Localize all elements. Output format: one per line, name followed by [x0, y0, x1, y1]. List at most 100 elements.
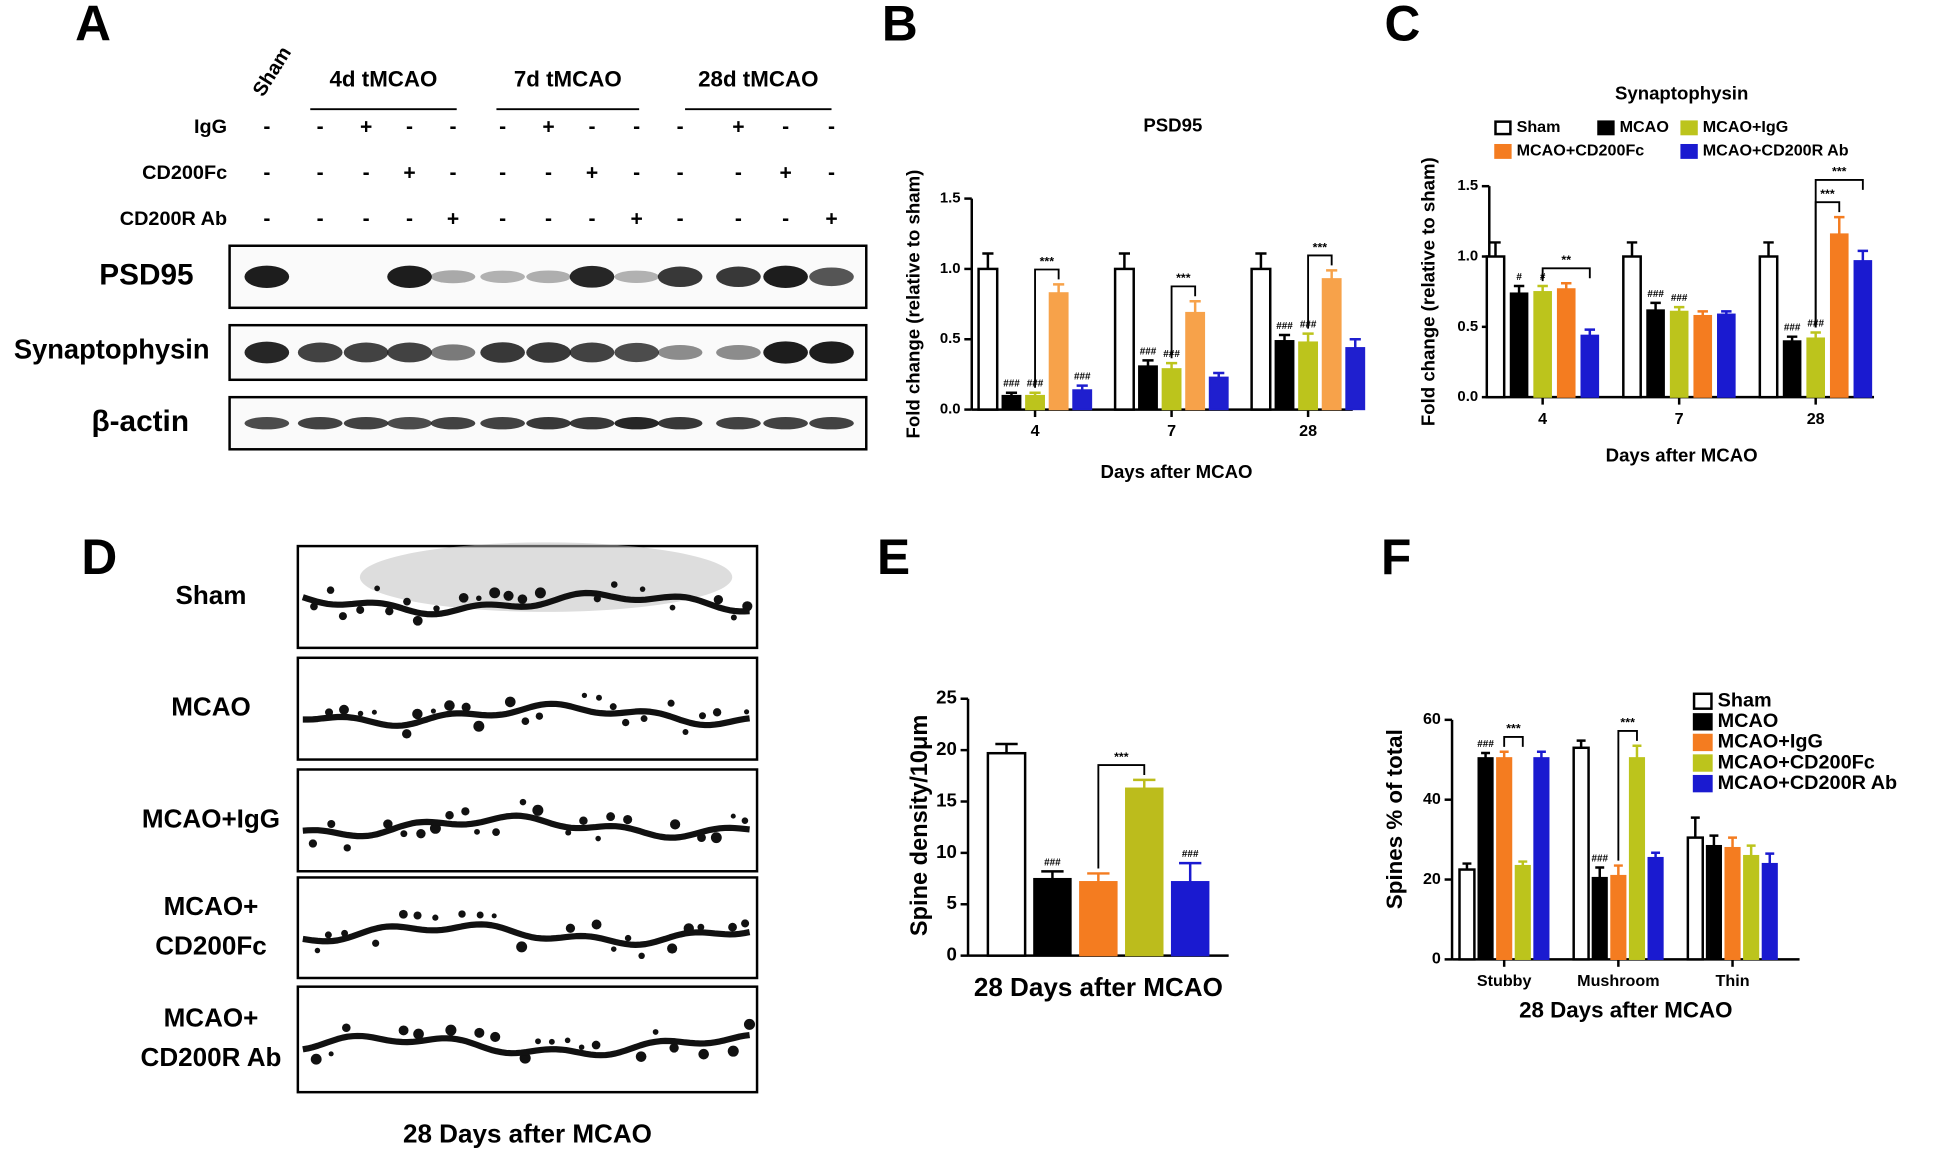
bar [1628, 757, 1646, 960]
blot-label: PSD95 [99, 259, 193, 292]
comparison-bracket [1170, 285, 1197, 359]
spine [461, 807, 470, 816]
blot-band [614, 417, 660, 430]
error-bar [1165, 361, 1178, 369]
blot-band [809, 267, 854, 287]
significance-label: ### [1003, 379, 1020, 390]
bar [1079, 881, 1118, 957]
spine [400, 830, 408, 838]
significance-label: # [1516, 272, 1522, 283]
spine [398, 909, 408, 919]
spine [445, 1024, 457, 1036]
bar [1485, 255, 1506, 399]
comparison-label: *** [1820, 187, 1835, 201]
bar [1610, 874, 1627, 960]
row-label: MCAO+IgG [142, 803, 280, 833]
legend-swatch [1494, 143, 1512, 159]
legend-label: MCAO+CD200R Ab [1718, 772, 1898, 794]
treatment-sign: + [447, 207, 459, 230]
error-bar [1133, 778, 1156, 789]
bar [1113, 267, 1135, 411]
spine [669, 604, 676, 611]
bar [1591, 876, 1608, 960]
blot-band [343, 342, 389, 363]
bar [1669, 310, 1689, 398]
bar [1717, 313, 1736, 398]
bar [1533, 291, 1552, 398]
spine [713, 594, 724, 605]
bar [1250, 267, 1272, 411]
blot-band [526, 342, 571, 363]
bar [1829, 233, 1849, 398]
spine [623, 814, 633, 825]
spine [327, 820, 336, 829]
treatment-sign: - [677, 207, 684, 230]
spine [372, 939, 380, 947]
comparison-bracket [1814, 178, 1864, 328]
treatment-sign: - [449, 115, 456, 138]
y-axis-label: Fold change (relative to sham) [1418, 157, 1439, 426]
y-tick-label: 0.5 [1457, 319, 1478, 335]
bar [1686, 836, 1704, 961]
blot-band [297, 417, 343, 430]
significance-label: ### [1276, 321, 1293, 332]
treatment-sign: - [317, 115, 324, 138]
treatment-sign: + [631, 207, 643, 230]
spine [743, 709, 750, 715]
legend-label: MCAO+CD200R Ab [1703, 142, 1849, 160]
error-bar [1499, 750, 1509, 758]
error-bar [1763, 241, 1774, 257]
bar [1001, 394, 1022, 411]
error-bar [1595, 866, 1605, 878]
treatment-label: IgG [194, 116, 227, 138]
error-bar [1189, 300, 1201, 313]
comparison-label: *** [1832, 165, 1847, 179]
error-bar [1302, 332, 1314, 343]
spine [413, 1028, 424, 1040]
treatment-sign: - [828, 115, 835, 138]
error-bar [1490, 241, 1501, 257]
spine [564, 1037, 571, 1044]
blot-band [387, 265, 432, 288]
spine [682, 729, 689, 735]
error-bar [995, 742, 1018, 754]
bar [1743, 854, 1760, 960]
treatment-sign: - [263, 161, 270, 184]
error-bar [1005, 391, 1018, 396]
error-bar [1536, 750, 1546, 758]
y-tick-label: 0.0 [1457, 389, 1478, 405]
spine [730, 813, 736, 819]
spine [667, 943, 678, 954]
legend-label: Sham [1718, 689, 1772, 711]
spine [521, 717, 530, 726]
blot-band [657, 266, 703, 288]
image-caption: 28 Days after MCAO [403, 1118, 652, 1148]
error-bar [982, 252, 994, 269]
y-tick-label: 20 [936, 738, 957, 759]
blot-band [763, 417, 808, 430]
y-tick-label: 5 [947, 892, 957, 913]
spine [310, 1053, 322, 1065]
row-label: MCAO+ [164, 1002, 259, 1032]
significance-label: ### [1647, 289, 1664, 300]
spine [609, 703, 617, 711]
group-label: 4d tMCAO [330, 67, 438, 92]
error-bar [1326, 269, 1338, 279]
spine [383, 819, 393, 829]
spine [535, 712, 544, 720]
error-bar [1462, 862, 1472, 870]
spine [310, 602, 318, 611]
y-tick-label: 0.5 [940, 331, 961, 347]
image-haze [359, 542, 733, 612]
spine [398, 1025, 409, 1036]
spine [698, 712, 707, 720]
error-bar [1481, 751, 1491, 758]
spine [535, 1038, 541, 1045]
spine [565, 923, 576, 933]
blot-band [244, 417, 290, 430]
spine [517, 594, 528, 604]
legend-label: MCAO+IgG [1718, 731, 1823, 753]
spine [638, 952, 645, 960]
bar [1138, 365, 1158, 411]
spine [357, 710, 364, 717]
